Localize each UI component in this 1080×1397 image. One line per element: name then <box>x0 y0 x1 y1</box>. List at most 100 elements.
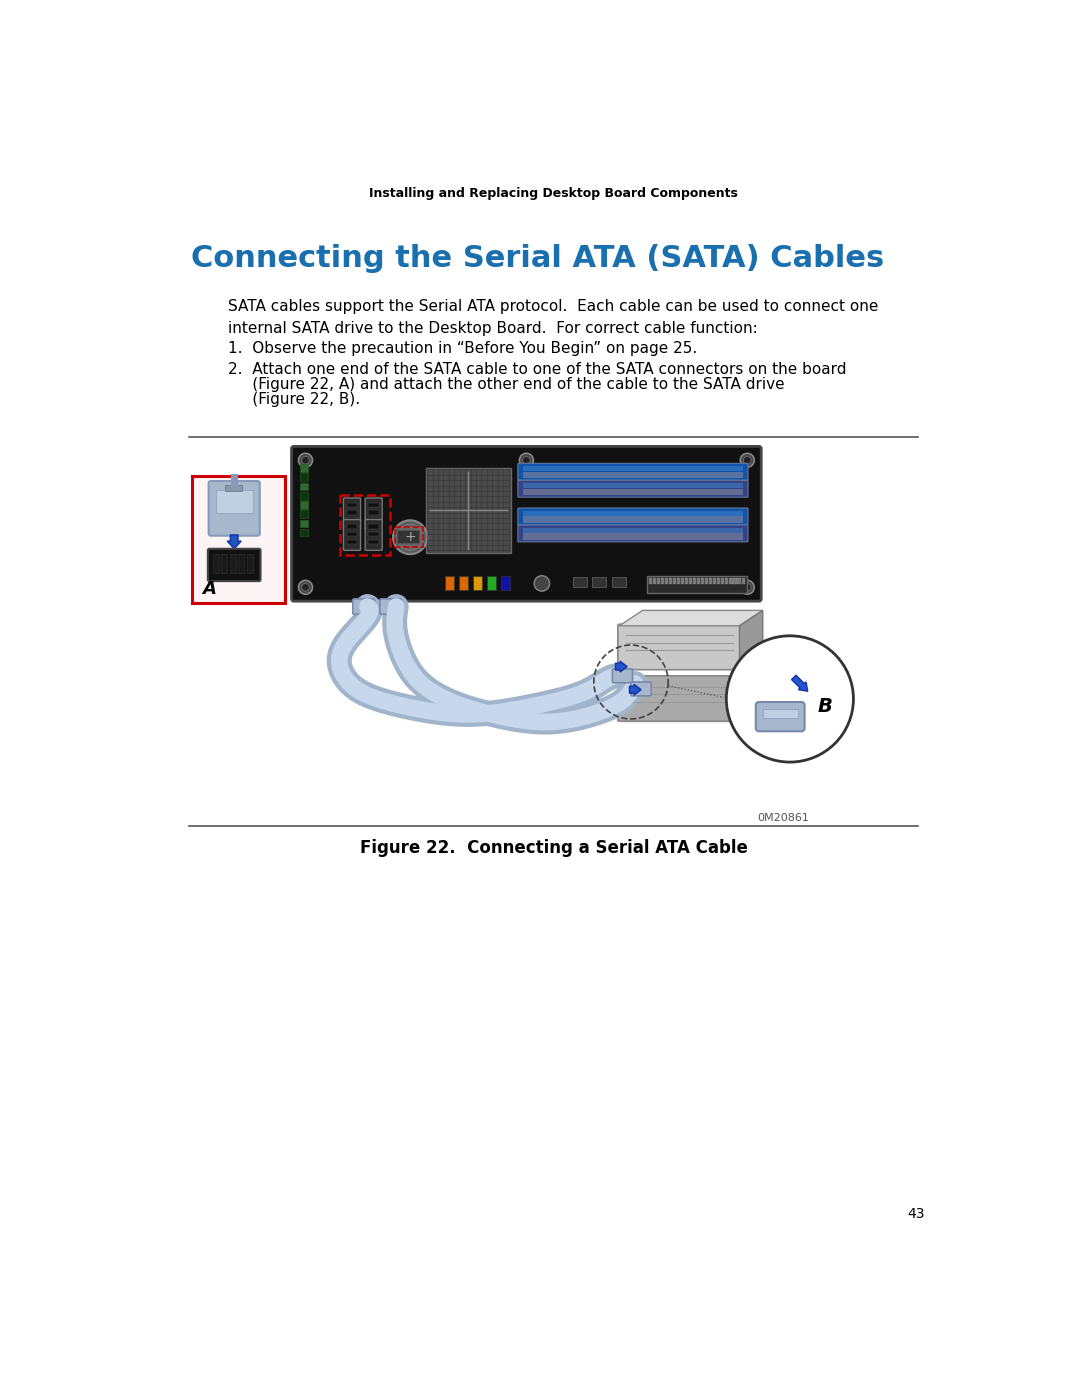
Text: SATA cables support the Serial ATA protocol.  Each cable can be used to connect : SATA cables support the Serial ATA proto… <box>228 299 878 335</box>
Bar <box>647 576 747 592</box>
Bar <box>649 578 652 584</box>
Polygon shape <box>740 610 762 668</box>
FancyBboxPatch shape <box>380 599 402 615</box>
Bar <box>721 578 725 584</box>
Text: +: + <box>404 531 416 545</box>
Bar <box>347 524 357 529</box>
Bar <box>347 510 357 515</box>
Circle shape <box>298 580 312 594</box>
Bar <box>698 578 700 584</box>
Bar <box>347 539 357 545</box>
Bar <box>368 503 379 507</box>
Bar <box>742 578 744 584</box>
Polygon shape <box>740 662 762 719</box>
Circle shape <box>535 576 550 591</box>
FancyArrow shape <box>630 685 642 696</box>
Bar <box>523 467 743 471</box>
Circle shape <box>298 453 312 467</box>
Bar <box>681 578 684 584</box>
Bar <box>523 534 743 539</box>
FancyBboxPatch shape <box>756 703 805 731</box>
Text: 43: 43 <box>907 1207 924 1221</box>
FancyBboxPatch shape <box>618 624 741 669</box>
Bar <box>729 578 732 584</box>
FancyBboxPatch shape <box>612 669 633 683</box>
Bar <box>673 578 676 584</box>
Bar <box>300 492 308 500</box>
Circle shape <box>519 453 534 467</box>
Bar <box>246 555 253 573</box>
FancyBboxPatch shape <box>517 525 748 542</box>
Bar <box>368 524 379 529</box>
Bar <box>701 578 704 584</box>
Text: (Figure 22, A) and attach the other end of the cable to the SATA drive: (Figure 22, A) and attach the other end … <box>228 377 785 393</box>
Bar <box>738 578 741 584</box>
Bar <box>368 518 379 522</box>
Circle shape <box>301 457 309 464</box>
Polygon shape <box>619 610 762 626</box>
Text: Connecting the Serial ATA (SATA) Cables: Connecting the Serial ATA (SATA) Cables <box>191 244 885 272</box>
Bar <box>523 517 743 522</box>
Text: 0M20861: 0M20861 <box>757 813 809 823</box>
Circle shape <box>740 580 754 594</box>
Bar <box>459 576 469 590</box>
Bar <box>705 578 708 584</box>
Bar <box>523 528 743 532</box>
Bar <box>733 578 737 584</box>
Bar <box>216 489 253 513</box>
Bar <box>221 555 227 573</box>
FancyBboxPatch shape <box>517 509 748 525</box>
Circle shape <box>743 457 751 464</box>
Bar <box>368 510 379 515</box>
Bar <box>611 577 625 587</box>
Text: Figure 22.  Connecting a Serial ATA Cable: Figure 22. Connecting a Serial ATA Cable <box>360 840 747 858</box>
Bar <box>685 578 688 584</box>
Bar <box>397 529 419 543</box>
Bar <box>347 503 357 507</box>
Circle shape <box>393 520 428 555</box>
Bar <box>523 483 743 488</box>
Bar <box>225 485 242 490</box>
Bar <box>710 578 713 584</box>
Circle shape <box>523 457 530 464</box>
Bar <box>339 495 390 555</box>
Bar <box>661 578 664 584</box>
Bar <box>300 474 308 481</box>
Bar <box>213 555 218 573</box>
Text: A: A <box>202 580 216 598</box>
Bar <box>689 578 692 584</box>
FancyBboxPatch shape <box>365 520 382 550</box>
FancyBboxPatch shape <box>517 481 748 497</box>
Text: 1.  Observe the precaution in “Before You Begin” on page 25.: 1. Observe the precaution in “Before You… <box>228 341 698 356</box>
Bar <box>394 527 422 548</box>
Circle shape <box>727 636 853 763</box>
Bar <box>300 510 308 518</box>
Bar <box>473 576 482 590</box>
Bar <box>523 511 743 515</box>
Circle shape <box>301 584 309 591</box>
Bar <box>487 576 496 590</box>
FancyBboxPatch shape <box>631 682 651 696</box>
FancyArrow shape <box>792 675 808 692</box>
Bar <box>665 578 669 584</box>
Bar <box>347 518 357 522</box>
Bar <box>677 578 680 584</box>
Text: B: B <box>818 697 833 717</box>
FancyBboxPatch shape <box>353 599 375 615</box>
Circle shape <box>743 584 751 591</box>
FancyBboxPatch shape <box>207 549 260 581</box>
Bar <box>592 577 606 587</box>
Bar <box>572 577 586 587</box>
FancyBboxPatch shape <box>618 676 741 721</box>
Bar <box>717 578 720 584</box>
Circle shape <box>397 524 423 550</box>
Bar <box>347 532 357 536</box>
Bar <box>693 578 697 584</box>
Bar <box>445 576 455 590</box>
Bar <box>669 578 672 584</box>
Bar <box>300 502 308 509</box>
Text: 2.  Attach one end of the SATA cable to one of the SATA connectors on the board: 2. Attach one end of the SATA cable to o… <box>228 362 847 377</box>
Bar <box>426 468 511 553</box>
Bar <box>300 464 308 472</box>
Bar <box>657 578 660 584</box>
